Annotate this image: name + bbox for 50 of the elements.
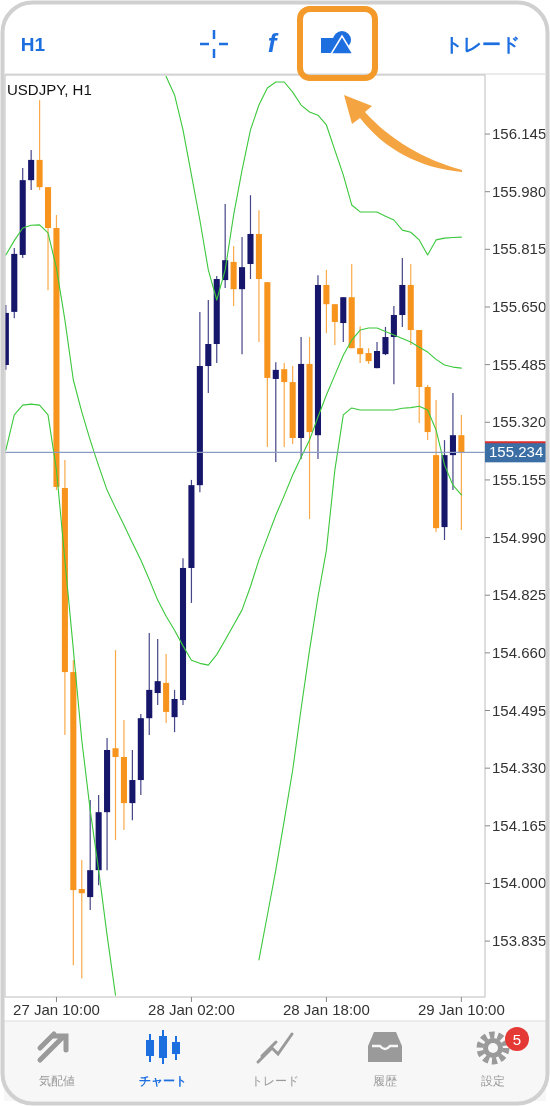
candlestick xyxy=(458,414,465,531)
text: f xyxy=(267,28,279,58)
y-tick-label: 154.660 xyxy=(492,643,547,661)
x-tick-label: 27 Jan 10:00 xyxy=(13,1001,100,1018)
text: 設定 xyxy=(481,1074,505,1088)
candlestick xyxy=(272,361,279,463)
candlestick xyxy=(382,326,389,356)
text: 気配値 xyxy=(39,1074,75,1088)
y-tick-label: 155.155 xyxy=(492,470,547,488)
candlestick xyxy=(129,749,136,821)
x-tick-label: 28 Jan 02:00 xyxy=(148,1001,235,1018)
candlestick xyxy=(449,392,456,491)
y-tick-label: 154.495 xyxy=(492,701,547,719)
candlestick xyxy=(357,325,364,364)
line-series xyxy=(165,75,462,301)
y-tick-label: 155.485 xyxy=(492,355,547,373)
candlestick xyxy=(205,299,212,394)
y-tick-label: 155.650 xyxy=(492,297,547,315)
candlestick xyxy=(239,236,246,355)
candlestick xyxy=(323,269,330,334)
chart-title: USDJPY, H1 xyxy=(7,81,92,98)
candlestick xyxy=(390,305,397,385)
text: トレード xyxy=(251,1074,299,1088)
text: トレード xyxy=(444,34,520,55)
candlestick xyxy=(373,341,381,369)
y-tick-label: 154.990 xyxy=(492,528,547,546)
y-tick-label: 155.815 xyxy=(492,240,547,258)
line-series xyxy=(5,224,462,666)
text: 5 xyxy=(512,1031,522,1048)
text: 履歴 xyxy=(373,1074,397,1088)
y-tick-label: 154.165 xyxy=(492,816,547,834)
y-tick-label: 156.145 xyxy=(492,125,547,143)
y-tick-label: 155.320 xyxy=(492,413,547,431)
x-tick-label: 29 Jan 10:00 xyxy=(418,1001,505,1018)
y-tick-label: 153.835 xyxy=(492,932,547,950)
candlestick xyxy=(331,303,338,346)
text: チャート xyxy=(139,1074,187,1088)
y-tick-label: 154.330 xyxy=(492,759,547,777)
candlestick xyxy=(171,689,178,733)
y-tick-label: 154.825 xyxy=(492,586,547,604)
x-tick-label: 28 Jan 18:00 xyxy=(283,1001,370,1018)
candlestick xyxy=(281,362,288,448)
candlestick xyxy=(28,149,35,191)
ref-line-label: 155.234 xyxy=(489,443,544,461)
candlestick xyxy=(112,649,119,841)
text: H1 xyxy=(20,34,46,55)
y-tick-label: 154.000 xyxy=(492,874,547,892)
y-tick-label: 155.980 xyxy=(492,182,547,200)
candlestick xyxy=(154,638,161,706)
candlestick xyxy=(78,859,85,979)
